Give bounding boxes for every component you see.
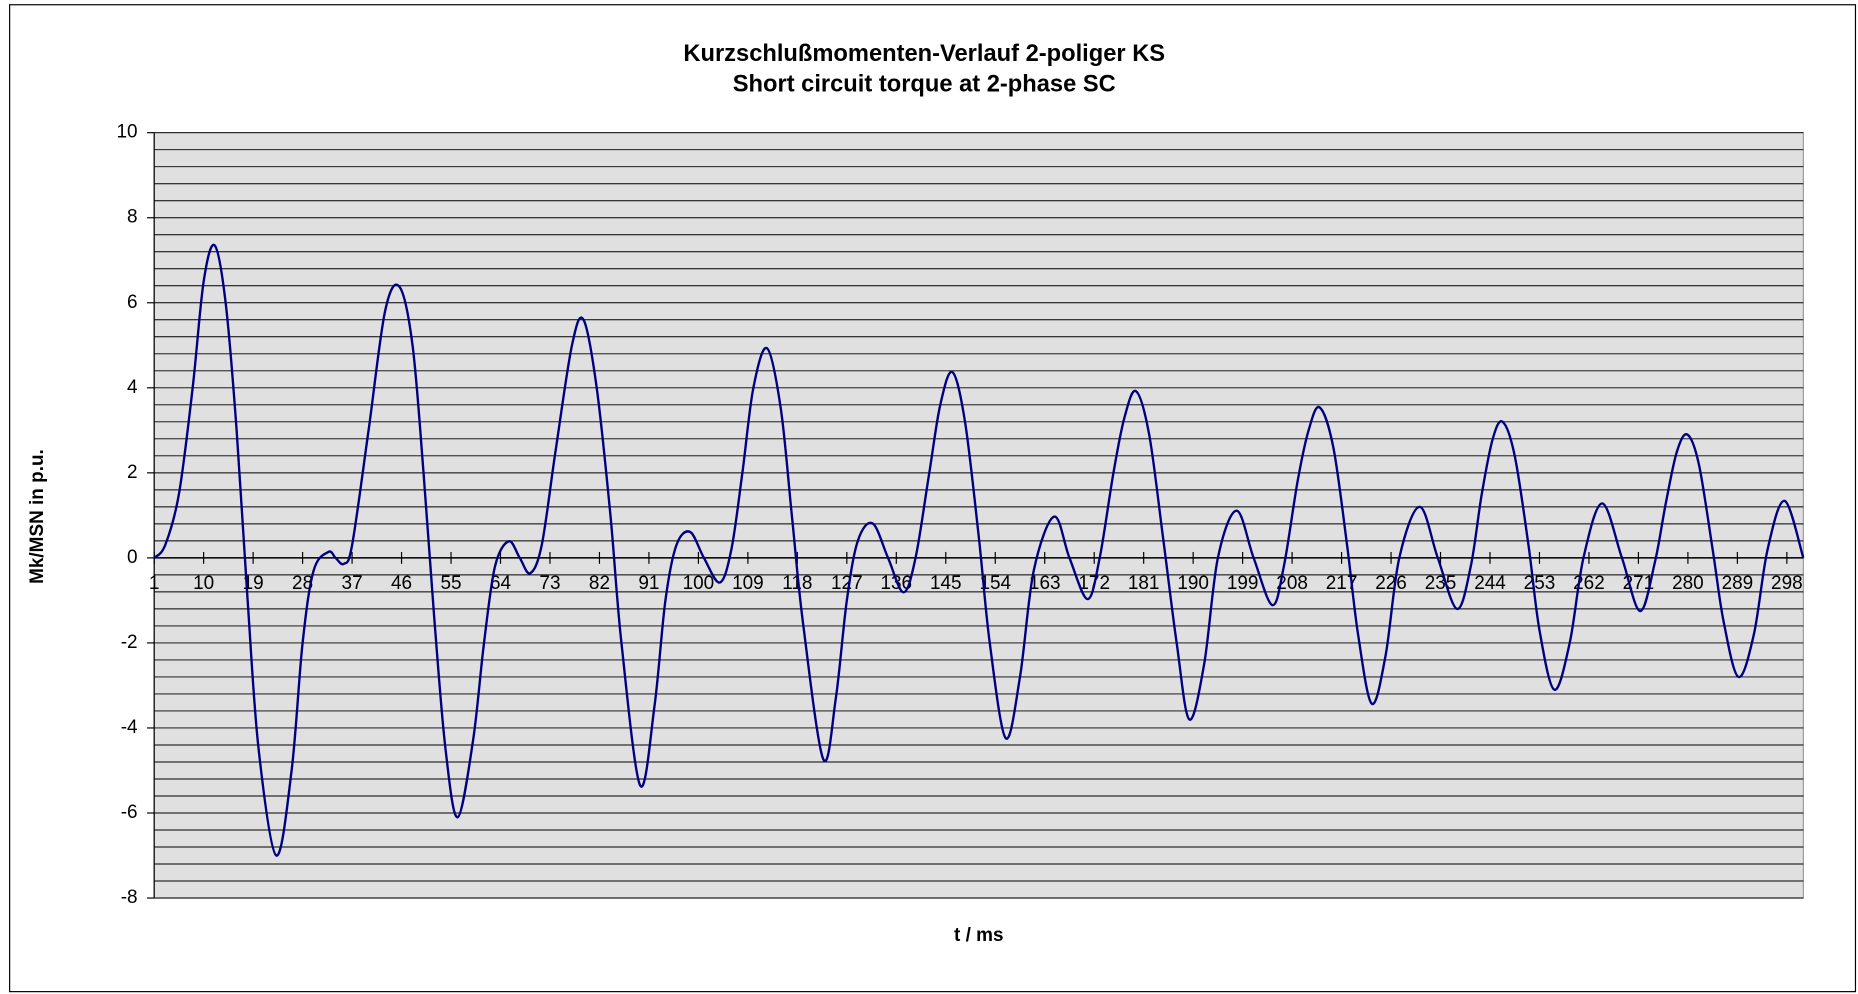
x-tick-label: 37 xyxy=(342,573,363,594)
x-tick-label: 100 xyxy=(683,573,715,594)
series-line xyxy=(153,243,1805,857)
y-tick-label: -4 xyxy=(121,717,138,738)
x-tick-label: 28 xyxy=(292,573,313,594)
x-tick-label: 262 xyxy=(1573,573,1605,594)
y-tick-label: 0 xyxy=(127,547,138,568)
x-tick-label: 109 xyxy=(732,573,764,594)
x-tick-label: 163 xyxy=(1029,573,1061,594)
x-tick-label: 280 xyxy=(1672,573,1704,594)
x-tick-label: 217 xyxy=(1326,573,1358,594)
chart-subtitle: Short circuit torque at 2-phase SC xyxy=(733,72,1116,98)
x-tick-label: 208 xyxy=(1276,573,1308,594)
x-tick-label: 91 xyxy=(638,573,659,594)
x-tick-label: 253 xyxy=(1524,573,1556,594)
x-tick-label: 154 xyxy=(979,573,1011,594)
y-tick-label: 2 xyxy=(127,462,138,483)
x-tick-label: 1 xyxy=(149,573,160,594)
y-tick-label: 6 xyxy=(127,292,138,313)
x-tick-label: 199 xyxy=(1227,573,1259,594)
y-tick-label: 4 xyxy=(127,377,138,398)
x-tick-label: 127 xyxy=(831,573,863,594)
x-tick-label: 298 xyxy=(1771,573,1803,594)
x-tick-label: 190 xyxy=(1177,573,1209,594)
y-tick-label: -2 xyxy=(121,632,138,653)
x-tick-label: 145 xyxy=(930,573,962,594)
x-tick-label: 289 xyxy=(1722,573,1754,594)
x-tick-label: 10 xyxy=(193,573,214,594)
x-tick-label: 244 xyxy=(1474,573,1506,594)
x-tick-label: 46 xyxy=(391,573,412,594)
chart-title: Kurzschlußmomenten-Verlauf 2-poliger KS xyxy=(683,41,1165,67)
x-tick-label: 226 xyxy=(1375,573,1407,594)
y-tick-label: 8 xyxy=(127,207,138,228)
y-tick-label: -6 xyxy=(121,802,138,823)
x-tick-label: 235 xyxy=(1425,573,1457,594)
x-tick-label: 82 xyxy=(589,573,610,594)
x-tick-label: 73 xyxy=(539,573,560,594)
x-tick-label: 181 xyxy=(1128,573,1160,594)
plot-background xyxy=(153,132,1804,899)
x-tick-label: 55 xyxy=(440,573,461,594)
y-tick-label: -8 xyxy=(121,887,138,908)
y-axis-title: Mk/MSN in p.u. xyxy=(27,449,48,584)
x-tick-label: 64 xyxy=(490,573,511,594)
y-tick-label: 10 xyxy=(117,122,138,143)
x-axis-title: t / ms xyxy=(954,925,1003,946)
